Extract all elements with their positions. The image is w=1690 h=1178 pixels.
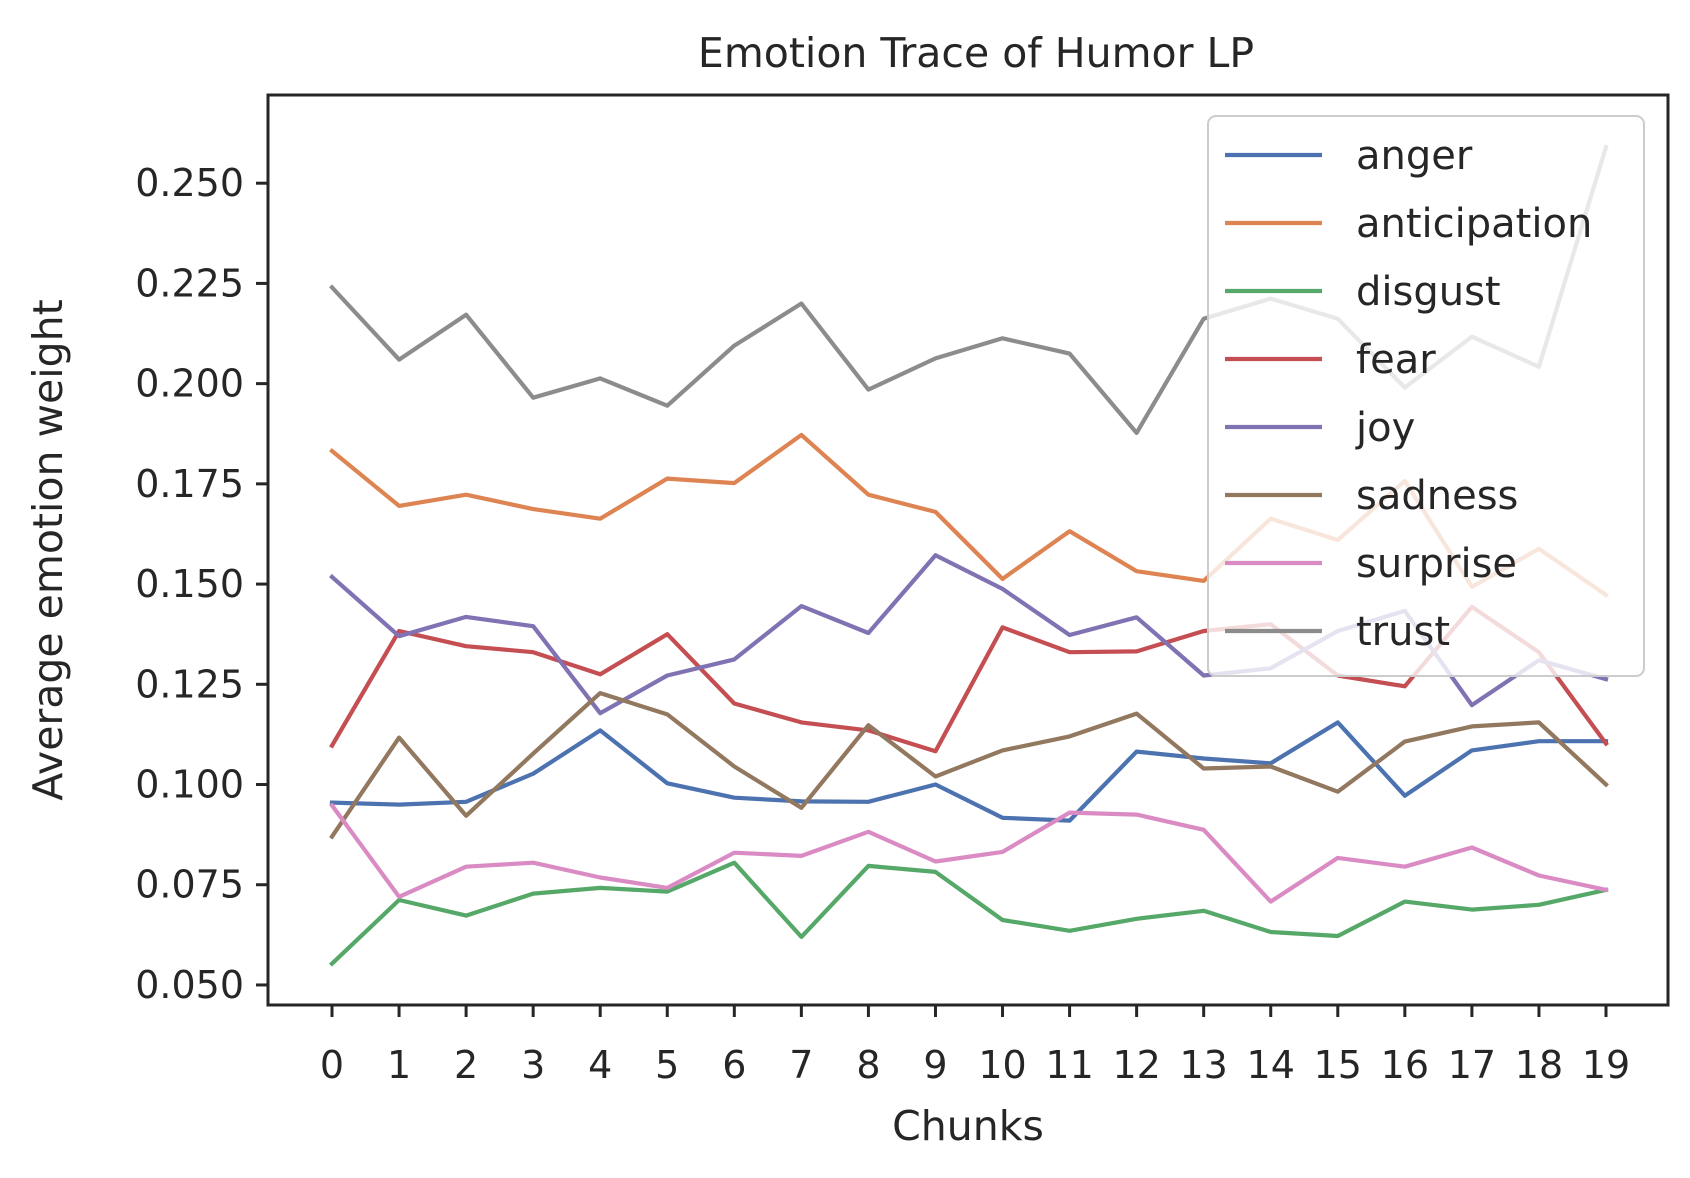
x-tick-label: 4 — [588, 1043, 612, 1087]
y-tick-label: 0.150 — [135, 562, 244, 606]
y-tick-label: 0.175 — [135, 462, 244, 506]
legend-label-anger: anger — [1356, 133, 1473, 179]
series-line-anger — [329, 720, 1609, 823]
y-tick-label: 0.250 — [135, 161, 244, 205]
y-tick-label: 0.200 — [135, 362, 244, 406]
x-tick-label: 17 — [1448, 1043, 1496, 1087]
x-tick-label: 12 — [1112, 1043, 1160, 1087]
x-tick-label: 0 — [320, 1043, 344, 1087]
x-tick-label: 5 — [655, 1043, 679, 1087]
legend: anger anticipation disgust fear joy sadness su… — [1207, 115, 1645, 677]
series-lines — [329, 144, 1609, 967]
x-tick-label: 16 — [1381, 1043, 1429, 1087]
x-tick-label: 2 — [454, 1043, 478, 1087]
x-tick-label: 13 — [1180, 1043, 1228, 1087]
x-tick-label: 1 — [387, 1043, 411, 1087]
legend-label-fear: fear — [1356, 337, 1436, 383]
y-axis-label: Average emotion weight — [24, 299, 72, 800]
x-axis-label: Chunks — [892, 1102, 1044, 1150]
y-axis-ticks: 0.050 0.075 0.100 0.125 0.150 0.175 0.200 0.225… — [135, 161, 268, 1007]
x-tick-label: 15 — [1314, 1043, 1362, 1087]
y-tick-label: 0.125 — [135, 662, 244, 706]
x-tick-label: 7 — [789, 1043, 813, 1087]
x-tick-label: 9 — [923, 1043, 947, 1087]
x-tick-label: 14 — [1247, 1043, 1295, 1087]
legend-label-anticipation: anticipation — [1356, 201, 1592, 247]
series-line-disgust — [329, 860, 1609, 967]
y-tick-label: 0.225 — [135, 261, 244, 305]
legend-label-sadness: sadness — [1356, 473, 1518, 519]
y-tick-label: 0.075 — [135, 863, 244, 907]
legend-label-trust: trust — [1356, 609, 1450, 655]
series-line-surprise — [329, 802, 1609, 904]
y-tick-label: 0.100 — [135, 763, 244, 807]
x-tick-label: 10 — [978, 1043, 1026, 1087]
plot-frame — [266, 93, 1670, 1007]
legend-label-disgust: disgust — [1356, 269, 1501, 315]
x-tick-label: 3 — [521, 1043, 545, 1087]
series-line-fear — [329, 604, 1609, 754]
legend-label-joy: joy — [1355, 405, 1415, 451]
x-tick-label: 11 — [1045, 1043, 1093, 1087]
x-tick-label: 19 — [1582, 1043, 1630, 1087]
x-tick-label: 8 — [856, 1043, 880, 1087]
x-tick-label: 6 — [722, 1043, 746, 1087]
y-tick-label: 0.050 — [135, 963, 244, 1007]
legend-box — [1207, 115, 1645, 677]
chart-title: Emotion Trace of Humor LP — [698, 29, 1254, 77]
x-axis-ticks: 0 1 2 3 4 5 6 7 8 9 10 11 12 13 14 15 16 17 18 19 — [320, 1005, 1630, 1087]
legend-label-surprise: surprise — [1356, 541, 1517, 587]
x-tick-label: 18 — [1515, 1043, 1563, 1087]
series-line-sadness — [329, 690, 1609, 840]
